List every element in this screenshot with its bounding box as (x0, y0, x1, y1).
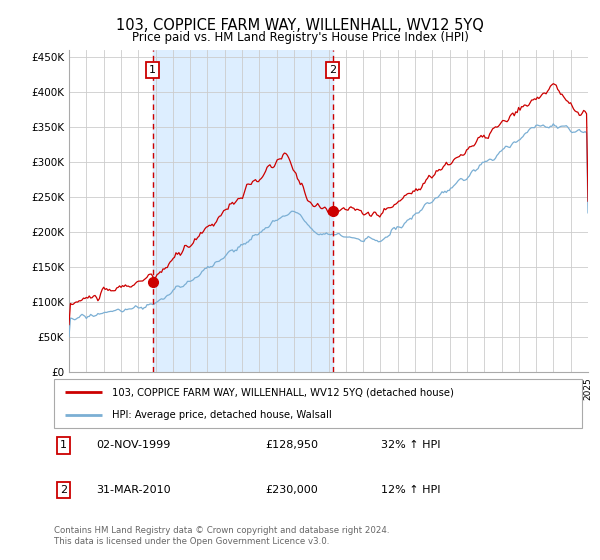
Text: 1: 1 (149, 65, 156, 75)
Text: 32% ↑ HPI: 32% ↑ HPI (382, 440, 441, 450)
Text: Price paid vs. HM Land Registry's House Price Index (HPI): Price paid vs. HM Land Registry's House … (131, 31, 469, 44)
Text: 02-NOV-1999: 02-NOV-1999 (96, 440, 170, 450)
Text: 2: 2 (60, 485, 67, 495)
Text: 103, COPPICE FARM WAY, WILLENHALL, WV12 5YQ (detached house): 103, COPPICE FARM WAY, WILLENHALL, WV12 … (112, 388, 454, 398)
Text: 103, COPPICE FARM WAY, WILLENHALL, WV12 5YQ: 103, COPPICE FARM WAY, WILLENHALL, WV12 … (116, 18, 484, 33)
Text: 31-MAR-2010: 31-MAR-2010 (96, 485, 171, 495)
Text: £128,950: £128,950 (265, 440, 318, 450)
Text: 1: 1 (60, 440, 67, 450)
Text: Contains HM Land Registry data © Crown copyright and database right 2024.
This d: Contains HM Land Registry data © Crown c… (54, 526, 389, 546)
Text: 12% ↑ HPI: 12% ↑ HPI (382, 485, 441, 495)
Bar (153, 50, 333, 372)
FancyBboxPatch shape (54, 379, 582, 428)
Text: £230,000: £230,000 (265, 485, 318, 495)
Text: 2: 2 (329, 65, 337, 75)
Text: HPI: Average price, detached house, Walsall: HPI: Average price, detached house, Wals… (112, 410, 332, 420)
